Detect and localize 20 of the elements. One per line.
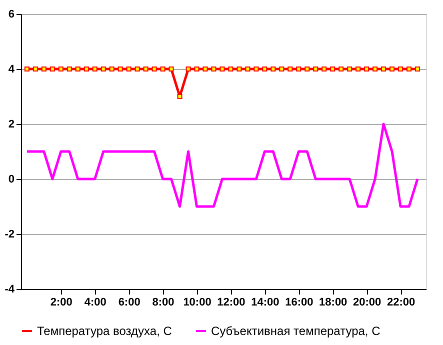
x-tick-label: 8:00 bbox=[152, 296, 174, 308]
line-series bbox=[26, 122, 419, 208]
x-tick-label: 18:00 bbox=[319, 296, 348, 308]
y-tick-label: -4 bbox=[4, 284, 16, 296]
legend-label: Субъективная температура, С bbox=[211, 324, 381, 338]
x-tick-label: 12:00 bbox=[217, 296, 246, 308]
x-tick-label: 22:00 bbox=[386, 296, 416, 308]
y-tick-label: 6 bbox=[8, 8, 14, 20]
y-tick-label: -2 bbox=[4, 228, 14, 240]
y-tick-label: 0 bbox=[8, 174, 14, 186]
legend-label: Температура воздуха, С bbox=[37, 324, 172, 338]
y-tick-label: 2 bbox=[8, 118, 14, 130]
x-tick-label: 10:00 bbox=[183, 296, 212, 308]
x-tick-label: 4:00 bbox=[84, 296, 106, 308]
x-tick-label: 20:00 bbox=[352, 296, 382, 308]
x-tick-label: 14:00 bbox=[251, 296, 280, 308]
x-tick-label: 2:00 bbox=[50, 296, 72, 308]
x-tick-label: 6:00 bbox=[118, 296, 140, 308]
y-tick-label: 4 bbox=[8, 64, 16, 76]
x-tick-label: 16:00 bbox=[285, 296, 314, 308]
